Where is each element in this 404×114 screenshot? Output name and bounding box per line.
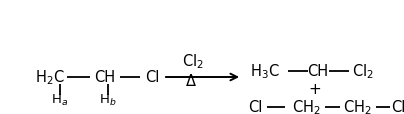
Text: Cl: Cl [145,70,159,85]
Text: Cl: Cl [391,100,404,114]
Text: H$_3$C: H$_3$C [250,62,280,81]
Text: +: + [309,82,321,97]
Text: H$_b$: H$_b$ [99,92,117,107]
Text: Cl$_2$: Cl$_2$ [352,62,374,81]
Text: Cl: Cl [248,100,262,114]
Text: H$_2$C: H$_2$C [35,68,65,87]
Text: Δ: Δ [186,74,196,89]
Text: CH: CH [307,64,328,79]
Text: CH: CH [95,70,116,85]
Text: Cl$_2$: Cl$_2$ [182,52,204,71]
Text: CH$_2$: CH$_2$ [292,98,320,114]
Text: H$_a$: H$_a$ [51,92,69,107]
Text: CH$_2$: CH$_2$ [343,98,371,114]
